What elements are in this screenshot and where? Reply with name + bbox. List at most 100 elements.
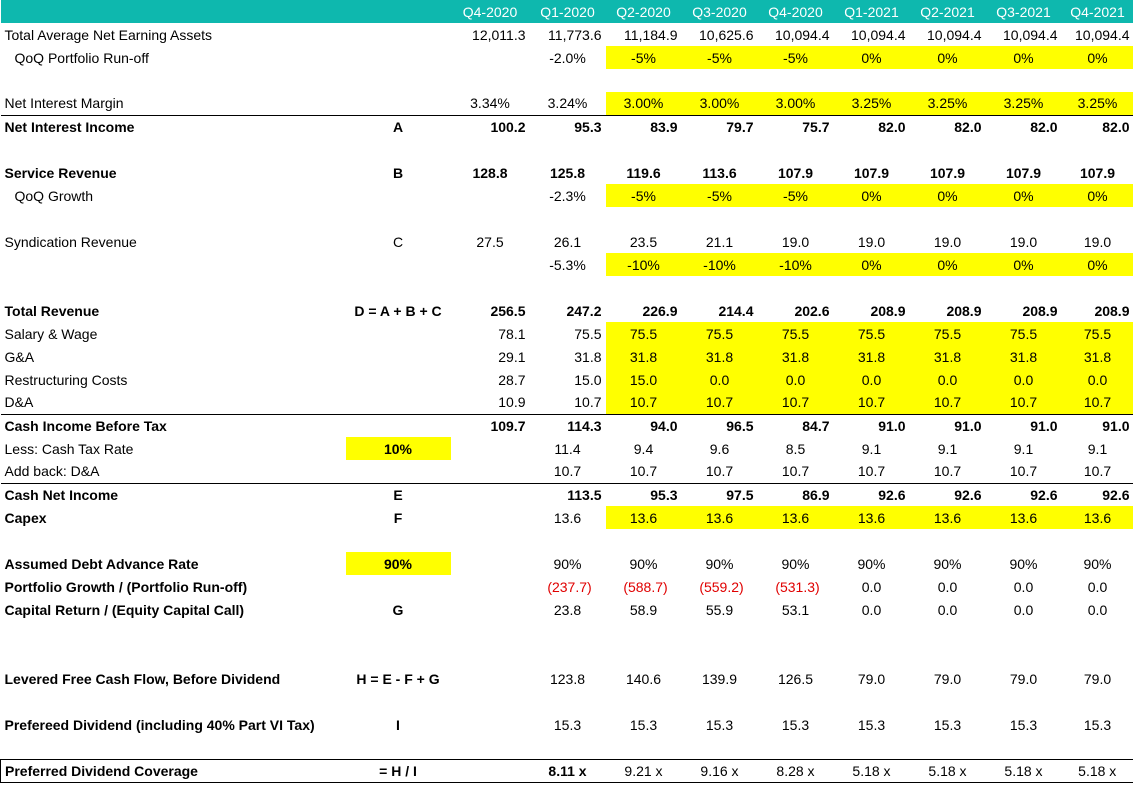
value-cell[interactable]: 139.9 [701, 670, 738, 687]
value-cell[interactable]: 11,773.6 [548, 26, 602, 43]
value-cell[interactable]: 90% [857, 555, 886, 572]
value-cell[interactable]: (588.7) [623, 578, 668, 595]
value-cell[interactable]: 109.7 [450, 413, 530, 437]
formula-label[interactable]: = H / I [345, 758, 451, 783]
value-cell[interactable]: 19.0 [857, 233, 886, 250]
value-cell[interactable]: 27.5 [476, 233, 504, 250]
value-cell[interactable]: 0.0 [1013, 578, 1034, 595]
value-cell[interactable]: 23.8 [553, 601, 582, 618]
value-cell[interactable]: 3.00% [605, 92, 682, 115]
value-cell[interactable] [451, 667, 530, 690]
value-cell[interactable]: 0.0 [909, 368, 986, 391]
formula-label[interactable]: D = A + B + C [354, 302, 442, 319]
value-cell[interactable]: 31.8 [757, 345, 834, 368]
value-cell[interactable]: 128.8 [472, 164, 508, 181]
value-cell[interactable]: 82.0 [909, 114, 986, 138]
value-cell[interactable]: 0% [909, 184, 986, 207]
value-cell[interactable]: 90% [553, 555, 582, 572]
row-label[interactable]: QoQ Growth [14, 187, 94, 204]
value-cell[interactable]: 208.9 [946, 302, 982, 319]
period-header[interactable]: Q4-2021 [1061, 0, 1133, 23]
value-cell[interactable]: 75.5 [574, 325, 602, 342]
value-cell[interactable]: 10,625.6 [699, 26, 754, 43]
value-cell[interactable]: 8.5 [785, 440, 806, 457]
value-cell[interactable]: 0% [985, 46, 1062, 69]
formula-label[interactable] [345, 413, 451, 437]
value-cell[interactable]: 92.6 [1061, 482, 1133, 506]
value-cell[interactable]: 29.1 [498, 348, 526, 365]
value-cell[interactable]: 91.0 [909, 413, 986, 437]
value-cell[interactable]: 19.0 [1009, 233, 1038, 250]
value-cell[interactable]: 13.6 [985, 506, 1062, 529]
value-cell[interactable]: 91.0 [1061, 413, 1133, 437]
value-cell[interactable]: 10.7 [857, 463, 886, 480]
value-cell[interactable]: 9.1 [861, 440, 882, 457]
row-label[interactable]: Prefereed Dividend (including 40% Part V… [4, 716, 315, 733]
row-label[interactable]: QoQ Portfolio Run-off [14, 49, 149, 66]
formula-label[interactable] [346, 184, 451, 207]
row-label[interactable]: Levered Free Cash Flow, Before Dividend [4, 670, 281, 687]
value-cell[interactable]: 0.0 [1087, 601, 1108, 618]
value-cell[interactable]: 107.9 [853, 164, 890, 181]
formula-label[interactable] [346, 575, 451, 598]
value-cell[interactable]: 82.0 [985, 114, 1062, 138]
value-cell[interactable]: 9.1 [1013, 440, 1034, 457]
value-cell[interactable] [451, 552, 530, 575]
value-cell[interactable]: 3.24% [547, 95, 588, 112]
value-cell[interactable]: 90% [1009, 555, 1038, 572]
value-cell[interactable]: 75.5 [833, 322, 910, 345]
value-cell[interactable]: 113.5 [529, 482, 606, 506]
value-cell[interactable]: 0% [1061, 184, 1133, 207]
value-cell[interactable]: 92.6 [833, 482, 910, 506]
value-cell[interactable]: 9.1 [937, 440, 958, 457]
value-cell[interactable]: 100.2 [450, 114, 530, 138]
value-cell[interactable]: 12,011.3 [472, 26, 526, 43]
period-header[interactable]: Q1-2020 [529, 0, 606, 23]
formula-label[interactable] [346, 368, 451, 391]
row-label[interactable]: Portfolio Growth / (Portfolio Run-off) [4, 578, 248, 595]
period-header[interactable]: Q4-2020 [450, 0, 530, 23]
value-cell[interactable]: 0.0 [833, 368, 910, 391]
value-cell[interactable]: 15.3 [1009, 716, 1038, 733]
formula-label[interactable]: C [392, 233, 404, 250]
value-cell[interactable]: 0% [833, 184, 910, 207]
value-cell[interactable]: (559.2) [699, 578, 744, 595]
value-cell[interactable]: 75.5 [909, 322, 986, 345]
row-label[interactable]: Less: Cash Tax Rate [4, 440, 134, 457]
value-cell[interactable]: 90% [933, 555, 962, 572]
value-cell[interactable]: 79.0 [1083, 670, 1112, 687]
value-cell[interactable]: 91.0 [985, 413, 1062, 437]
row-label[interactable]: Service Revenue [4, 164, 117, 181]
value-cell[interactable]: 0% [909, 253, 986, 276]
value-cell[interactable]: 0.0 [1013, 601, 1034, 618]
value-cell[interactable]: 226.9 [642, 302, 678, 319]
value-cell[interactable]: 107.9 [1079, 164, 1116, 181]
value-cell[interactable]: 10.7 [1083, 463, 1112, 480]
value-cell[interactable] [451, 46, 530, 69]
value-cell[interactable]: 10.7 [909, 391, 986, 414]
row-label[interactable]: Assumed Debt Advance Rate [4, 555, 199, 572]
value-cell[interactable]: 208.9 [1094, 302, 1130, 319]
value-cell[interactable]: 13.6 [681, 506, 758, 529]
value-cell[interactable]: 19.0 [933, 233, 962, 250]
value-cell[interactable]: 31.8 [1061, 345, 1133, 368]
value-cell[interactable]: 15.0 [605, 368, 682, 391]
value-cell[interactable] [451, 713, 530, 736]
value-cell[interactable]: 13.6 [909, 506, 986, 529]
value-cell[interactable]: 9.21 x [605, 758, 682, 783]
value-cell[interactable]: 0% [985, 184, 1062, 207]
value-cell[interactable]: 10.7 [781, 463, 810, 480]
formula-label[interactable]: F [393, 509, 403, 526]
value-cell[interactable] [451, 506, 530, 529]
value-cell[interactable]: 10.7 [1061, 391, 1133, 414]
value-cell[interactable] [451, 184, 530, 207]
value-cell[interactable]: 90% [1083, 555, 1112, 572]
value-cell[interactable]: 75.5 [757, 322, 834, 345]
formula-label[interactable]: G [392, 601, 404, 618]
value-cell[interactable]: 208.9 [1022, 302, 1058, 319]
value-cell[interactable]: 247.2 [566, 302, 602, 319]
value-cell[interactable]: 15.0 [574, 371, 602, 388]
value-cell[interactable]: 10,094.4 [851, 26, 906, 43]
row-label[interactable]: Add back: D&A [4, 463, 100, 480]
value-cell[interactable]: 140.6 [625, 670, 662, 687]
